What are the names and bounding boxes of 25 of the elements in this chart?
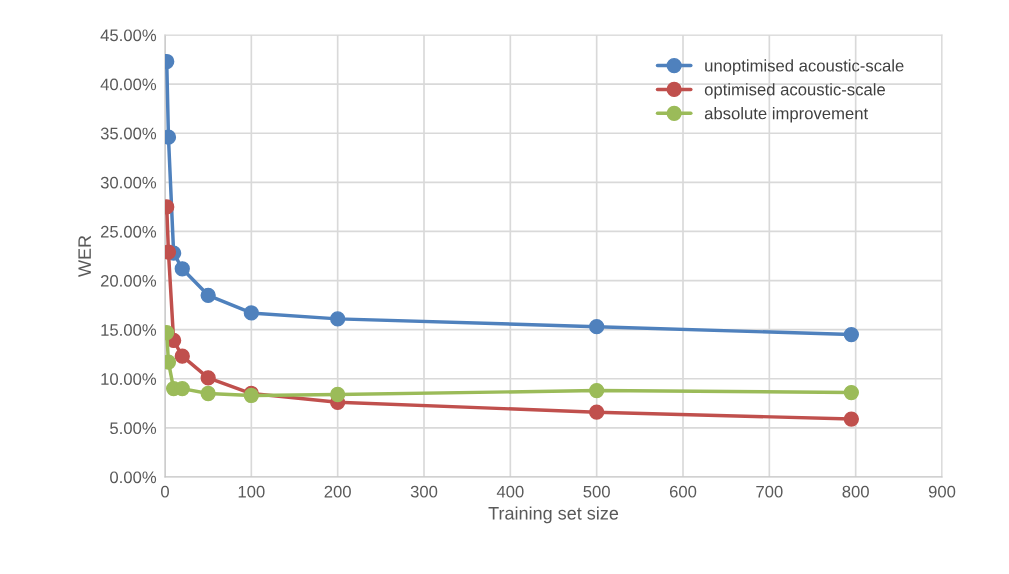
y-tick-label: 20.00% [100,274,157,287]
y-tick-label: 15.00% [101,324,157,336]
y-tick-label: 30.00% [100,176,157,189]
x-tick-label: 200 [324,485,351,498]
x-tick-label: 400 [496,485,524,498]
y-tick-label: 10.00% [101,373,157,385]
x-tick-label: 600 [669,485,697,498]
legend-label: unoptimised acoustic-scale [705,59,904,75]
y-tick-label: 40.00% [100,78,157,91]
x-tick-label: 0 [161,485,169,498]
y-tick-label: 0.00% [110,471,157,484]
legend-label: absolute improvement [704,107,869,123]
x-tick-label: 900 [928,485,956,498]
legend-label: optimised acoustic-scale [704,83,885,99]
x-tick-label: 800 [842,485,869,498]
y-axis-title: WER [78,235,91,277]
x-axis-title: Training set size [488,506,619,524]
y-tick-label: 45.00% [100,29,157,42]
y-tick-label: 25.00% [100,225,157,238]
x-tick-label: 100 [238,485,265,498]
x-tick-label: 500 [583,485,610,498]
y-tick-label: 35.00% [100,127,157,140]
x-tick-label: 700 [756,485,783,498]
x-tick-label: 300 [410,485,438,498]
y-tick-label: 5.00% [110,422,157,435]
